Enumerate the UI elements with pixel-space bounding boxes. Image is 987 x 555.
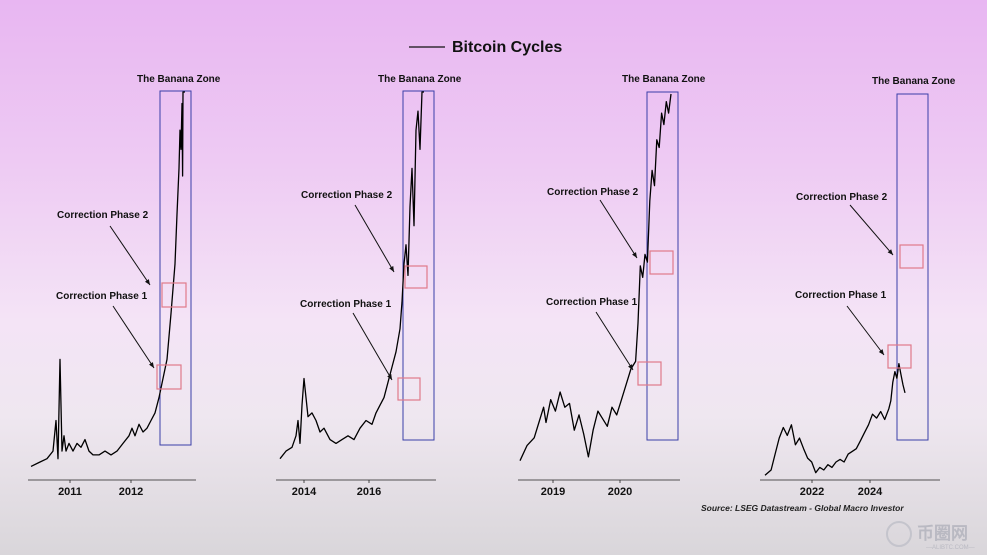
correction-phase-1-box [161,282,187,308]
banana-zone-box [402,90,435,441]
correction-phase-2-label: Correction Phase 2 [301,190,393,201]
x-tick-label: 2019 [541,486,565,498]
banana-zone-box [159,90,192,446]
arrow-phase-1 [595,311,634,371]
arrow-phase-1 [352,312,393,381]
price-line [519,93,672,461]
chart-title: Bitcoin Cycles [452,39,562,56]
arrow-head-icon [632,252,637,258]
arrow-phase-1 [112,305,155,369]
watermark-text: 币圈网 [917,524,968,543]
x-tick-label: 2012 [119,486,143,498]
banana-zone-label: The Banana Zone [137,74,221,85]
price-line [279,91,424,460]
arrow-head-icon [149,362,154,368]
arrow-head-icon [387,374,392,380]
panel-cycle-4: The Banana Zone Correction Phase 1 Correct… [760,76,956,498]
x-tick-label: 2024 [858,486,883,498]
correction-phase-1-label: Correction Phase 1 [56,291,148,302]
legend: Bitcoin Cycles [409,39,562,56]
x-tick-label: 2011 [58,486,82,498]
arrow-head-icon [878,349,884,355]
watermark: 币圈网 —ALIBTC.COM— [886,521,975,551]
watermark-logo-icon [886,521,912,547]
source-note: Source: LSEG Datastream - Global Macro I… [701,503,904,513]
correction-phase-1-box [887,344,912,369]
panel-cycle-3: The Banana Zone Correction Phase 1 Correct… [518,74,706,498]
correction-phase-1-label: Correction Phase 1 [795,290,887,301]
x-tick-label: 2022 [800,486,824,498]
x-tick-label: 2014 [292,486,317,498]
price-line [30,91,185,467]
banana-zone-box [896,93,929,441]
banana-zone-label: The Banana Zone [378,74,462,85]
arrow-phase-2 [354,204,395,273]
arrow-head-icon [144,279,150,285]
correction-phase-2-box [156,364,182,390]
correction-phase-2-label: Correction Phase 2 [547,187,639,198]
correction-phase-1-box [397,377,421,401]
correction-phase-1-label: Correction Phase 1 [300,299,392,310]
banana-zone-box [646,91,679,441]
correction-phase-1-label: Correction Phase 1 [546,297,638,308]
correction-phase-2-box [899,244,924,269]
correction-phase-2-label: Correction Phase 2 [796,192,888,203]
x-tick-label: 2020 [608,486,632,498]
banana-zone-label: The Banana Zone [872,76,956,87]
arrow-head-icon [389,266,394,272]
banana-zone-label: The Banana Zone [622,74,706,85]
arrow-phase-2 [109,225,151,286]
watermark-subtext: —ALIBTC.COM— [926,545,975,551]
price-line [764,362,906,476]
correction-phase-2-box [404,265,428,289]
arrow-phase-1 [846,305,885,356]
arrow-head-icon [887,249,893,255]
arrow-phase-2 [599,199,638,259]
panels: The Banana Zone Correction Phase 1 Correct… [28,74,956,498]
x-tick-label: 2016 [357,486,381,498]
panel-cycle-2: The Banana Zone Correction Phase 1 Correct… [276,74,462,498]
correction-phase-1-box [637,361,662,386]
panel-cycle-1: The Banana Zone Correction Phase 1 Correct… [28,74,221,498]
arrow-phase-2 [849,204,894,256]
correction-phase-2-box [649,250,674,275]
correction-phase-2-label: Correction Phase 2 [57,210,149,221]
arrow-head-icon [628,364,633,370]
